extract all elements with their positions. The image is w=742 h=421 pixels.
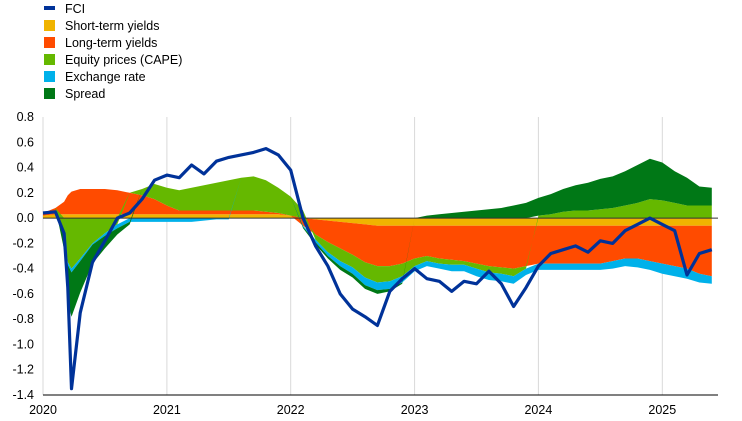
stacked-contribution-areas (43, 158, 712, 317)
y-tick-label: 0.8 (17, 110, 34, 124)
fci-line (42, 147, 713, 391)
legend-item: Exchange rate (44, 69, 182, 86)
y-tick-label: -0.8 (12, 312, 34, 326)
legend-swatch (44, 88, 55, 99)
legend-label: Exchange rate (65, 70, 146, 84)
area-spread (43, 158, 712, 317)
area-equity-prices-cape (43, 176, 712, 283)
legend-label: FCI (65, 2, 86, 16)
fci-line-layer (42, 147, 713, 391)
area-long-term-yields (43, 189, 712, 277)
legend-label: Equity prices (CAPE) (65, 53, 183, 67)
legend-swatch (44, 71, 55, 82)
x-tick-label: 2022 (277, 403, 305, 417)
legend-item: FCI (44, 1, 182, 18)
legend-label: Long-term yields (65, 36, 158, 50)
y-tick-label: -0.2 (12, 236, 34, 250)
legend-swatch (44, 6, 55, 10)
area-short-term-yields (43, 214, 712, 226)
y-tick-label: 0.2 (17, 186, 34, 200)
y-tick-label: 0.6 (17, 135, 34, 149)
x-tick-label: 2025 (648, 403, 676, 417)
x-tick-label: 2020 (29, 403, 57, 417)
legend-item: Long-term yields (44, 35, 182, 52)
legend: FCI Short-term yields Long-term yields Equi… (44, 1, 182, 103)
x-tick-label: 2023 (401, 403, 429, 417)
legend-swatch (44, 37, 55, 48)
legend-swatch (44, 20, 55, 31)
y-tick-label: -1.0 (12, 338, 34, 352)
y-tick-label: -1.2 (12, 363, 34, 377)
legend-label: Spread (65, 87, 106, 101)
y-tick-label: 0.4 (17, 161, 34, 175)
legend-item: Short-term yields (44, 18, 182, 35)
y-axis: 0.8 0.6 0.4 0.2 0.0 -0.2 -0.4 -0.6 -0.8 -1.0 -1.2 -… (12, 110, 34, 402)
x-axis: 2020 2021 2022 2023 2024 2025 (29, 394, 718, 417)
x-tick-label: 2021 (153, 403, 181, 417)
legend-label: Short-term yields (65, 19, 160, 33)
y-tick-label: -1.4 (12, 388, 34, 402)
y-tick-label: -0.4 (12, 262, 34, 276)
legend-item: Spread (44, 86, 182, 103)
legend-swatch (44, 54, 55, 65)
y-tick-label: -0.6 (12, 287, 34, 301)
y-tick-label: 0.0 (17, 211, 34, 225)
legend-item: Equity prices (CAPE) (44, 52, 182, 69)
x-tick-label: 2024 (524, 403, 552, 417)
